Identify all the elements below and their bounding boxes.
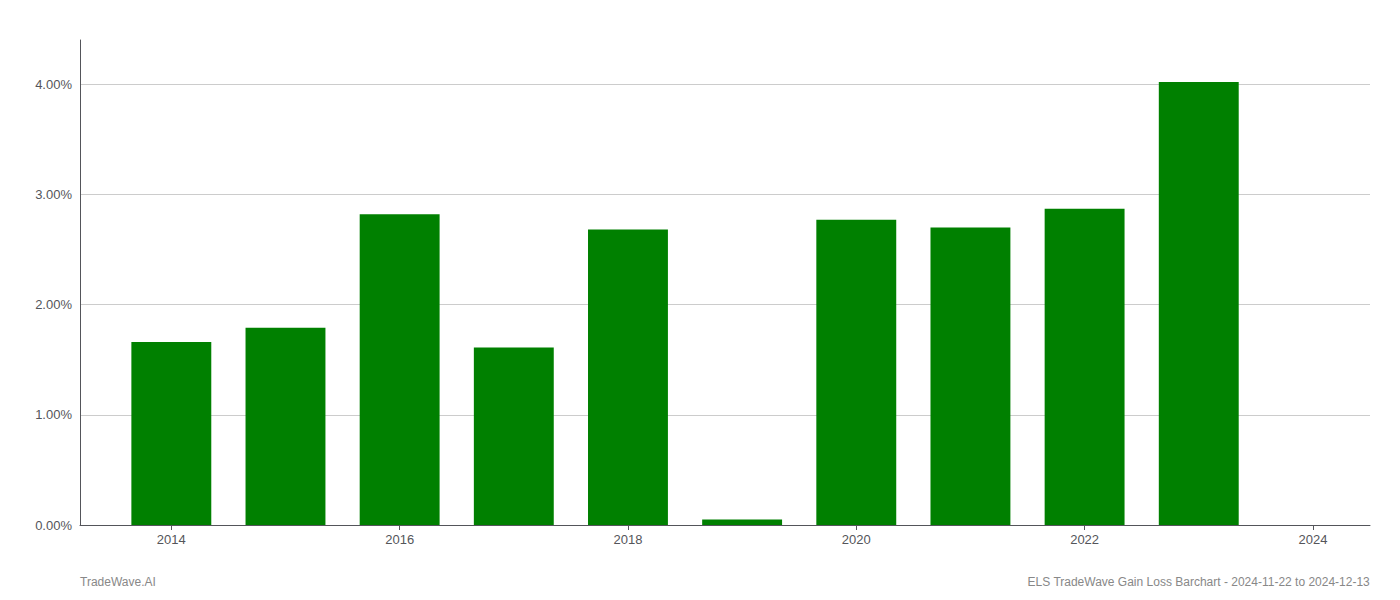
svg-text:1.00%: 1.00% [35,407,72,422]
svg-text:TradeWave.AI: TradeWave.AI [80,575,156,589]
svg-text:2022: 2022 [1070,532,1099,547]
svg-text:2014: 2014 [157,532,186,547]
svg-text:2018: 2018 [614,532,643,547]
svg-text:2.00%: 2.00% [35,297,72,312]
svg-text:0.00%: 0.00% [35,518,72,533]
svg-text:4.00%: 4.00% [35,77,72,92]
svg-text:3.00%: 3.00% [35,187,72,202]
svg-text:2020: 2020 [842,532,871,547]
svg-text:ELS TradeWave Gain Loss Barcha: ELS TradeWave Gain Loss Barchart - 2024-… [1028,575,1371,589]
svg-text:2024: 2024 [1298,532,1327,547]
svg-text:2016: 2016 [385,532,414,547]
